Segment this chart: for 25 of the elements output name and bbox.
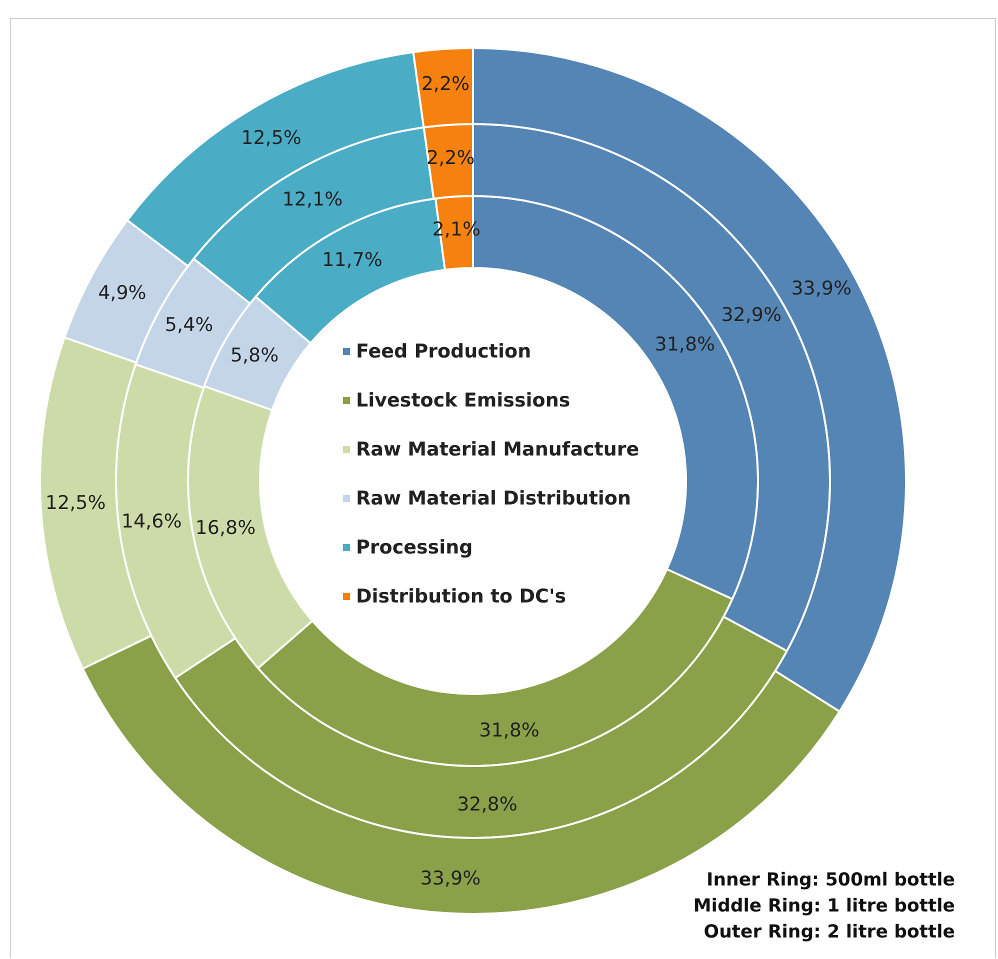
legend-label: Raw Material Manufacture xyxy=(356,438,640,460)
data-label: 5,4% xyxy=(164,314,214,336)
data-label: 33,9% xyxy=(791,278,852,300)
data-label: 12,1% xyxy=(282,188,343,211)
data-label: 12,5% xyxy=(45,492,106,514)
legend-label: Livestock Emissions xyxy=(356,390,570,412)
legend-label: Feed Production xyxy=(356,340,532,362)
data-label: 31,8% xyxy=(479,719,540,742)
data-label: 32,9% xyxy=(721,304,782,326)
text: Inner Ring: 500ml bottle xyxy=(706,870,956,890)
text: Middle Ring: 1 litre bottle xyxy=(693,896,956,916)
data-label: 14,6% xyxy=(121,510,182,533)
data-label: 11,7% xyxy=(322,248,382,271)
data-label: 12,5% xyxy=(241,126,302,149)
data-label: 16,8% xyxy=(195,517,256,540)
data-label: 33,9% xyxy=(420,867,481,890)
data-label: 32,8% xyxy=(457,794,518,816)
data-label: 31,8% xyxy=(654,334,716,356)
legend-label: Raw Material Distribution xyxy=(356,488,632,510)
legend-label: Processing xyxy=(356,536,473,558)
data-label: 2,2% xyxy=(421,72,470,95)
data-label: 4,9% xyxy=(98,282,146,304)
data-label: 5,8% xyxy=(230,344,279,366)
legend-label: Distribution to DC's xyxy=(356,586,566,608)
text: Outer Ring: 2 litre bottle xyxy=(704,922,956,942)
